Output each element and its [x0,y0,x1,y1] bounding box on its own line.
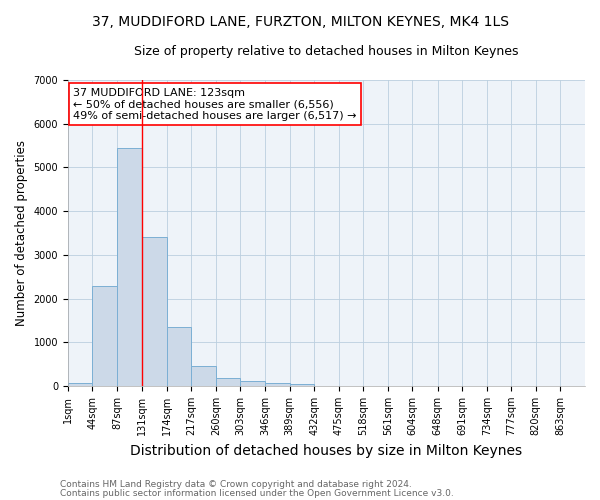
Bar [68,382,92,386]
Bar [142,238,167,386]
Bar [117,148,142,386]
Title: Size of property relative to detached houses in Milton Keynes: Size of property relative to detached ho… [134,45,519,58]
Bar [191,366,216,386]
Text: Contains HM Land Registry data © Crown copyright and database right 2024.: Contains HM Land Registry data © Crown c… [60,480,412,489]
Bar [241,382,265,386]
Text: Contains public sector information licensed under the Open Government Licence v3: Contains public sector information licen… [60,489,454,498]
Text: 37 MUDDIFORD LANE: 123sqm
← 50% of detached houses are smaller (6,556)
49% of se: 37 MUDDIFORD LANE: 123sqm ← 50% of detac… [73,88,356,121]
Bar [290,384,314,386]
Y-axis label: Number of detached properties: Number of detached properties [15,140,28,326]
Bar [167,328,191,386]
Bar [92,286,117,386]
X-axis label: Distribution of detached houses by size in Milton Keynes: Distribution of detached houses by size … [130,444,523,458]
Bar [265,383,290,386]
Text: 37, MUDDIFORD LANE, FURZTON, MILTON KEYNES, MK4 1LS: 37, MUDDIFORD LANE, FURZTON, MILTON KEYN… [91,15,509,29]
Bar [216,378,241,386]
